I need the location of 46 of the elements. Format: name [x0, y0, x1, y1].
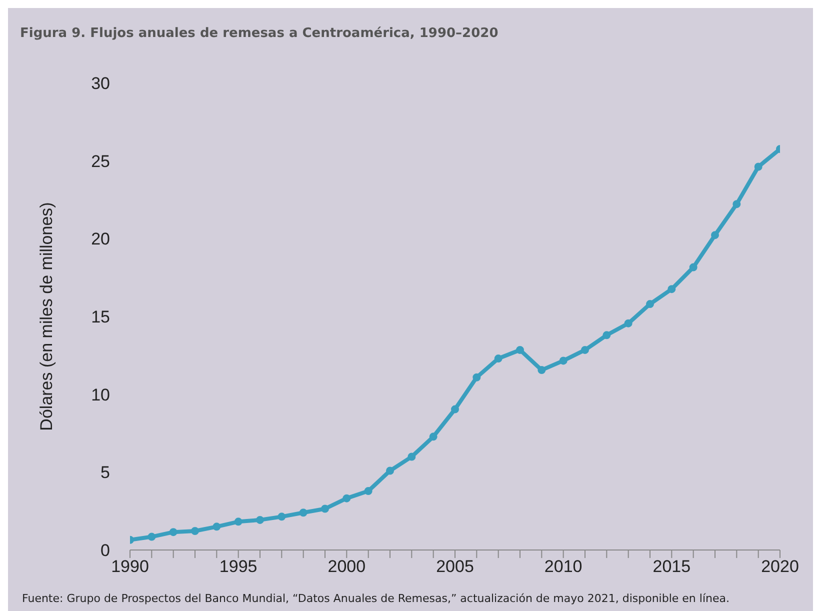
point: [429, 432, 438, 441]
point: [668, 285, 676, 294]
y-tick-label: 5: [100, 463, 110, 482]
point: [602, 331, 611, 340]
point: [234, 518, 242, 526]
x-tick-label: 2015: [652, 557, 691, 576]
point: [754, 162, 762, 171]
point: [538, 366, 546, 374]
x-tick-label: 2005: [436, 557, 474, 576]
point: [191, 527, 199, 536]
point: [169, 528, 178, 536]
point: [256, 516, 264, 524]
x-tick-label: 2010: [544, 557, 582, 576]
x-tick-label: 1995: [219, 557, 258, 576]
point: [732, 200, 741, 208]
y-tick-label: 25: [91, 152, 110, 171]
point: [472, 373, 481, 382]
x-tick-label: 1990: [111, 557, 149, 576]
point: [299, 508, 308, 517]
point: [516, 346, 524, 354]
point: [559, 356, 568, 365]
point: [581, 346, 589, 354]
point: [386, 466, 394, 475]
y-axis-title: Dólares (en miles de millones): [37, 202, 56, 431]
point: [408, 452, 416, 461]
x-tick-label: 2020: [761, 557, 799, 576]
y-tick-label: 30: [91, 74, 110, 94]
point: [364, 487, 372, 495]
y-tick-label: 15: [91, 308, 110, 327]
point: [342, 494, 351, 502]
point: [689, 263, 698, 272]
y-tick-label: 10: [91, 385, 110, 404]
source-note: Fuente: Grupo de Prospectos del Banco Mundial, “Datos Anuales de Remesas,” actualización de mayo 2021, disponible en línea.: [22, 592, 730, 605]
point: [646, 300, 654, 308]
point: [278, 512, 286, 521]
point: [321, 504, 329, 513]
point: [711, 231, 719, 240]
y-tick-label: 20: [91, 230, 110, 249]
chart-title: Figura 9. Flujos anuales de remesas a Centroamérica, 1990–2020: [20, 26, 498, 41]
point: [212, 522, 221, 531]
point: [494, 354, 502, 363]
y-tick-label: 0: [100, 541, 110, 560]
point: [148, 532, 156, 541]
x-tick-label: 2000: [328, 557, 366, 576]
point: [451, 405, 459, 414]
point: [624, 319, 632, 328]
